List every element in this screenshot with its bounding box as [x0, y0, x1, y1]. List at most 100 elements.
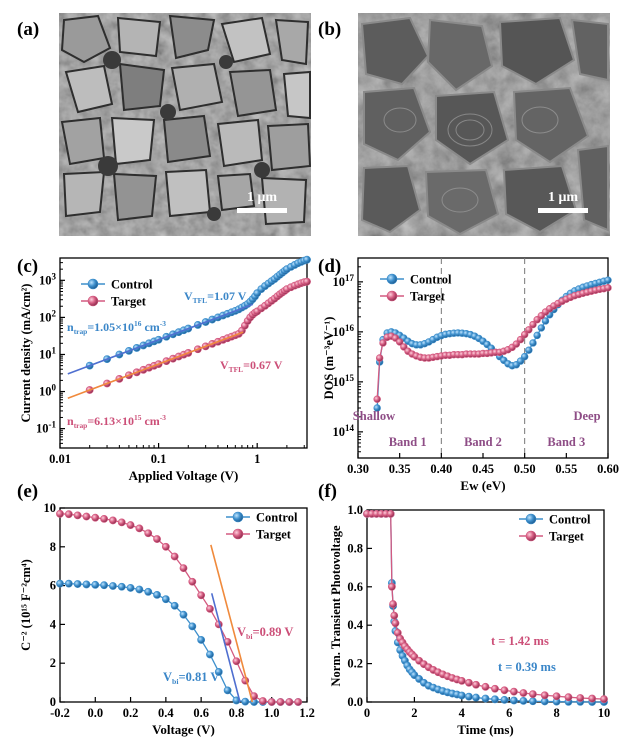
data-point-control	[516, 357, 525, 365]
scale-label-b: 1 μm	[548, 190, 578, 205]
data-point-control	[100, 581, 109, 590]
data-point-target	[56, 509, 64, 518]
y-tick-label: 100	[39, 383, 57, 399]
data-point-target	[520, 330, 529, 339]
dark-boundaries-a	[98, 51, 270, 221]
data-point-target	[395, 338, 404, 346]
legend-label-control: Control	[410, 273, 452, 287]
chart-c: (c) 0.01 0.1 1 10-1 100 101 102 103 Applied Volta…	[17, 255, 311, 483]
data-point-target	[519, 689, 528, 697]
annotation-ntrap-control: ntrap=1.05×1016 cm-3	[67, 319, 166, 336]
data-point-control	[135, 585, 144, 594]
data-point-target	[472, 680, 480, 689]
data-point-control	[541, 317, 550, 325]
data-point-target	[512, 340, 521, 348]
data-point-control	[109, 582, 117, 590]
data-point-target	[73, 511, 82, 520]
legend-marker-target	[525, 530, 537, 542]
data-point-target	[604, 284, 612, 292]
data-point-target	[188, 577, 197, 586]
panel-label-d: (d)	[318, 256, 341, 277]
y-tick-label: 10	[44, 501, 57, 515]
panel-a: (a)	[17, 13, 311, 236]
data-point-control	[188, 622, 197, 631]
x-tick-label: 1	[254, 452, 260, 466]
series-line-target	[59, 513, 299, 703]
data-point-target	[390, 611, 399, 620]
data-point-target	[144, 529, 153, 538]
x-tick-label: 0.45	[472, 462, 494, 476]
data-point-control	[491, 695, 499, 704]
data-point-target	[170, 552, 179, 561]
data-point-control	[223, 686, 232, 695]
panel-label-a: (a)	[17, 19, 39, 40]
x-tick-label: 0.6	[193, 706, 209, 720]
plot-frame-c	[59, 257, 308, 449]
data-point-control	[91, 580, 100, 589]
y-tick-label: 0.2	[347, 657, 363, 671]
x-axis-title: Voltage (V)	[152, 722, 215, 737]
x-tick-label: 0.50	[514, 462, 536, 476]
data-point-control	[197, 636, 206, 644]
control-fit-line	[67, 303, 253, 375]
data-point-target	[64, 510, 73, 519]
data-point-target	[373, 395, 381, 403]
data-point-control	[457, 691, 466, 700]
data-point-target	[552, 692, 561, 701]
data-point-control	[73, 580, 82, 588]
legend-label-control: Control	[256, 511, 298, 525]
y-axis-title: Current density (mA/cm²)	[19, 284, 33, 423]
data-point-target	[465, 678, 473, 687]
data-point-control	[537, 324, 546, 332]
legend-label-control: Control	[549, 513, 591, 527]
data-point-control	[56, 579, 64, 588]
data-point-control	[529, 339, 537, 347]
x-tick-label: 0.35	[389, 462, 411, 476]
data-point-target	[294, 698, 303, 706]
data-point-control	[519, 696, 528, 705]
y-axis-title: DOS (m⁻³eV⁻¹)	[322, 317, 336, 400]
data-point-target	[232, 657, 241, 666]
legend-marker-control	[525, 513, 537, 525]
y-tick-label: 1015	[333, 373, 355, 389]
data-point-target	[276, 698, 285, 706]
scale-bar-a	[237, 208, 287, 213]
x-tick-label: 0.2	[123, 706, 139, 720]
annotation-ntrap-target: ntrap=6.13×1015 cm-3	[67, 413, 166, 430]
data-point-target	[161, 542, 170, 551]
region-label-shallow: Shallow	[353, 409, 395, 423]
data-point-target	[491, 684, 499, 693]
data-point-target	[285, 698, 294, 706]
x-tick-label: 0.40	[430, 462, 452, 476]
x-tick-label: 0.30	[347, 462, 369, 476]
data-point-target	[525, 326, 533, 334]
y-axis-title: Norm. Transient Photovoltage	[329, 525, 343, 686]
legend-marker-control	[386, 273, 398, 285]
data-point-control	[241, 697, 250, 706]
x-tick-label: 0.0	[87, 706, 103, 720]
y-tick-label: 0.4	[347, 618, 363, 632]
sem-image-a	[59, 13, 311, 236]
data-point-target	[375, 354, 384, 362]
data-point-target	[387, 582, 396, 591]
data-point-target	[379, 339, 387, 347]
grains-a	[60, 14, 311, 226]
y-tick-label: 0.6	[347, 580, 363, 594]
y-tick-label: 0.8	[347, 541, 363, 555]
annotation-vbi-control: Vbi=0.81 V	[163, 670, 219, 686]
x-tick-label: 6	[506, 706, 512, 720]
y-tick-label: 10-1	[36, 420, 56, 436]
data-point-control	[117, 582, 126, 591]
control-fit-line	[210, 593, 241, 703]
data-point-target	[457, 676, 466, 685]
data-point-target	[529, 690, 537, 699]
y-tick-label: 2	[50, 656, 56, 670]
x-tick-label: 1.0	[264, 706, 280, 720]
data-point-control	[604, 276, 612, 284]
region-label-deep: Deep	[573, 409, 600, 423]
data-point-target	[109, 516, 117, 525]
y-tick-label: 1017	[333, 273, 355, 289]
data-point-target	[82, 512, 91, 521]
plot-frame-d	[357, 257, 609, 459]
data-point-control	[510, 696, 518, 705]
